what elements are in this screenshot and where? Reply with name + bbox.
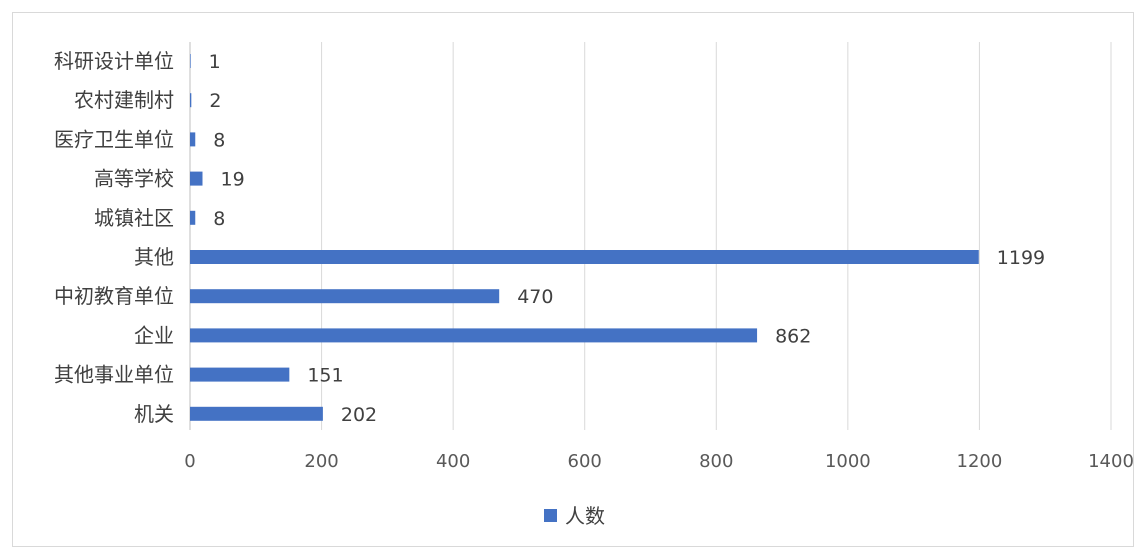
data-label: 19 (220, 169, 244, 191)
legend-swatch (544, 509, 557, 522)
bar (190, 328, 758, 343)
category-label: 高等学校 (94, 167, 174, 191)
category-label: 企业 (134, 323, 174, 347)
category-label: 农村建制村 (74, 88, 174, 112)
bar (190, 289, 500, 304)
data-label: 8 (213, 129, 225, 151)
bar (190, 54, 191, 68)
category-label: 科研设计单位 (54, 49, 174, 73)
x-tick-label: 400 (436, 451, 470, 472)
x-tick-label: 600 (568, 451, 602, 472)
chart-frame (12, 12, 1134, 547)
x-tick-label: 1200 (957, 451, 1003, 472)
data-label: 151 (307, 365, 343, 387)
bar (190, 406, 323, 421)
data-label: 862 (775, 325, 811, 347)
bar (190, 367, 290, 382)
bar (190, 93, 192, 108)
data-label: 202 (341, 404, 377, 426)
data-label: 470 (517, 286, 553, 308)
category-label: 机关 (134, 402, 174, 426)
data-label: 1 (209, 51, 221, 73)
bar (190, 132, 196, 147)
category-labels: 科研设计单位农村建制村医疗卫生单位高等学校城镇社区其他中初教育单位企业其他事业单… (54, 49, 174, 426)
category-label: 中初教育单位 (54, 284, 174, 308)
x-tick-label: 1400 (1088, 451, 1134, 472)
data-label: 2 (209, 90, 221, 112)
bars (190, 54, 979, 421)
category-label: 城镇社区 (94, 206, 174, 230)
data-label: 8 (213, 208, 225, 230)
x-tick-label: 200 (304, 451, 338, 472)
data-label: 1199 (997, 247, 1045, 269)
legend: 人数 (544, 504, 605, 528)
bar (190, 171, 203, 186)
category-label: 其他 (134, 245, 174, 269)
x-axis-tick-labels: 0 200 400 600 800 1000 1200 1400 (184, 451, 1134, 472)
x-tick-label: 800 (699, 451, 733, 472)
x-tick-label: 1000 (825, 451, 871, 472)
bar (190, 210, 196, 225)
bar (190, 250, 979, 264)
category-label: 其他事业单位 (54, 363, 174, 387)
legend-label: 人数 (565, 504, 605, 528)
x-tick-label: 0 (184, 451, 195, 472)
data-labels: 1 2 8 19 8 1199 470 862 151 202 (209, 51, 1045, 426)
category-label: 医疗卫生单位 (54, 127, 174, 151)
